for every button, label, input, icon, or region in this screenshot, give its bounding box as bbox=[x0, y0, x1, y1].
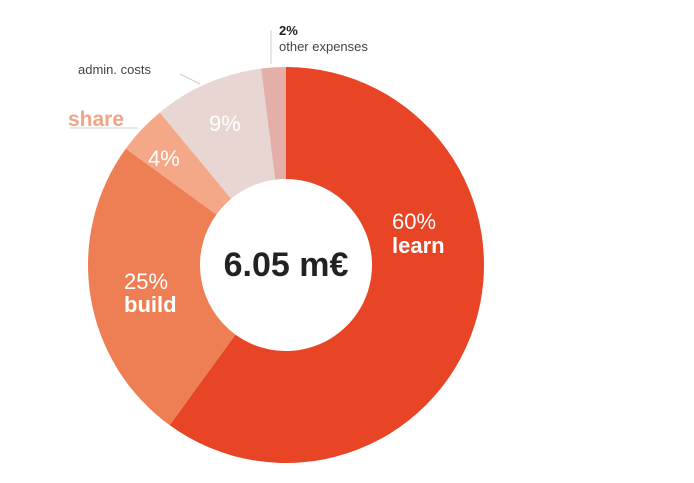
center-total-label: 6.05 m€ bbox=[224, 246, 349, 284]
share-percent-label: 4% bbox=[148, 146, 180, 171]
slice-admin-costs bbox=[159, 68, 276, 199]
leader-line-admin-costs bbox=[179, 73, 201, 85]
slice-share bbox=[125, 112, 232, 215]
other-expenses-percent-label: 2% bbox=[279, 23, 298, 38]
slice-other-expenses bbox=[261, 67, 286, 180]
slice-build bbox=[87, 148, 236, 426]
learn-name-label: learn bbox=[392, 233, 445, 258]
donut-slices bbox=[87, 67, 484, 463]
admin-costs-name-label: admin. costs bbox=[78, 62, 151, 77]
slice-learn bbox=[169, 67, 484, 463]
admin-costs-percent-label: 9% bbox=[209, 111, 241, 136]
other-expenses-name-label: other expenses bbox=[279, 39, 368, 54]
share-name-label: share bbox=[68, 108, 124, 131]
learn-percent-label: 60% bbox=[392, 209, 436, 234]
build-percent-label: 25% bbox=[124, 269, 168, 294]
build-name-label: build bbox=[124, 292, 177, 317]
